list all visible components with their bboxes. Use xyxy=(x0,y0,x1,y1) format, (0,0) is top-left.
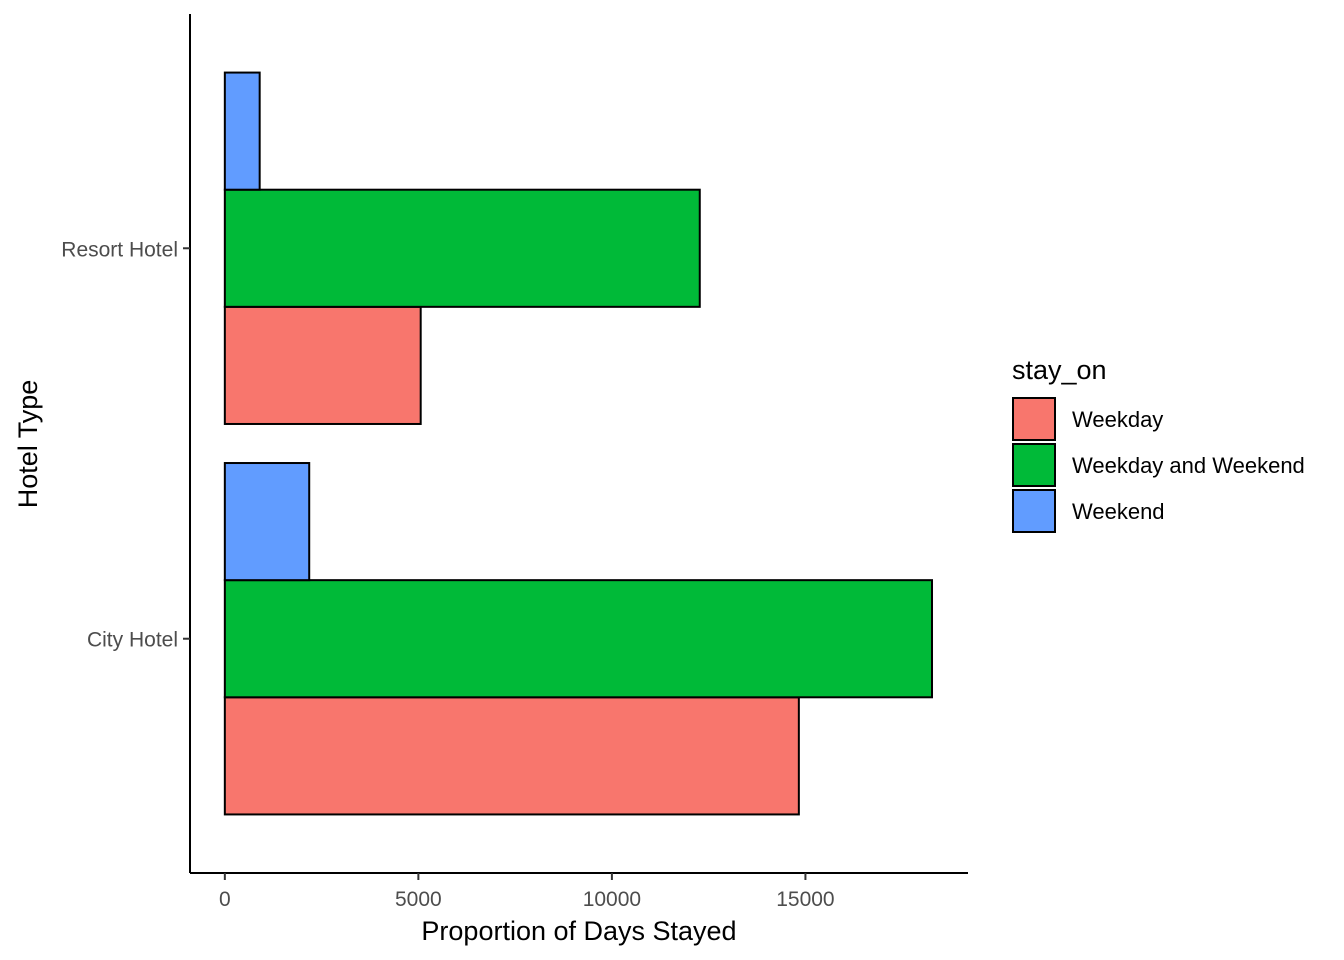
bar-resort-hotel-weekday xyxy=(223,305,422,425)
x-axis-ticks: 0 5000 10000 15000 xyxy=(219,873,835,911)
x-tick-label: 5000 xyxy=(395,888,442,911)
bar-city-hotel-weekday xyxy=(223,696,800,816)
legend-label: Weekend xyxy=(1072,499,1165,524)
y-axis-ticks: City Hotel Resort Hotel xyxy=(61,238,190,652)
x-tick-label: 0 xyxy=(219,888,231,911)
bar-city-hotel-weekend xyxy=(223,462,311,582)
y-tick-label: City Hotel xyxy=(87,629,178,652)
bars-layer xyxy=(223,71,934,816)
x-tick-label: 15000 xyxy=(776,888,834,911)
legend: stay_on Weekday Weekday and Weekend Weeken… xyxy=(1012,355,1305,533)
legend-label: Weekday and Weekend xyxy=(1072,453,1305,478)
legend-title: stay_on xyxy=(1012,355,1107,385)
legend-key xyxy=(1012,397,1056,441)
x-tick-label: 10000 xyxy=(583,888,641,911)
legend-label: Weekday xyxy=(1072,407,1163,432)
bar-resort-hotel-weekend xyxy=(223,71,261,191)
bar-city-hotel-weekday-and-weekend xyxy=(223,579,934,699)
bar-resort-hotel-weekday-and-weekend xyxy=(223,188,701,308)
legend-key xyxy=(1012,489,1056,533)
y-axis-title: Hotel Type xyxy=(13,380,43,509)
x-axis-title: Proportion of Days Stayed xyxy=(421,916,736,946)
legend-key xyxy=(1012,443,1056,487)
y-tick-label: Resort Hotel xyxy=(61,238,178,261)
